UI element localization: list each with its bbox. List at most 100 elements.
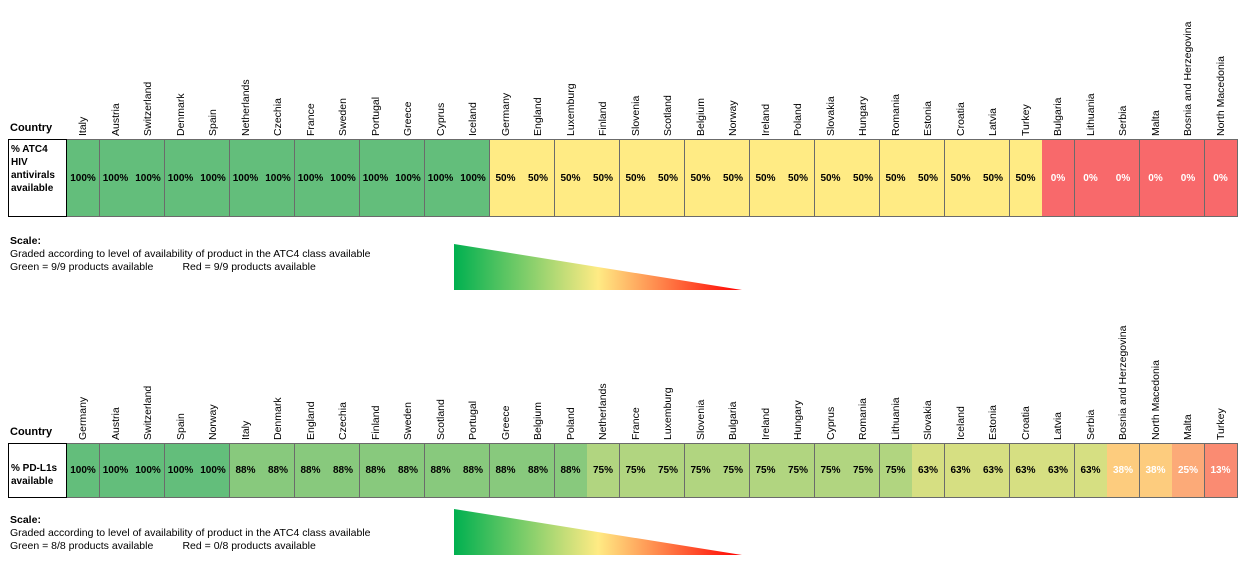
country-header: Country [10,122,53,134]
column-header: Austria [109,103,122,136]
column-header: Germany [499,92,512,136]
scale-gradient-triangle [454,509,742,555]
column-header: Estonia [922,100,934,136]
column-header: Malta [1182,414,1194,440]
column-header: Cyprus [824,406,837,440]
column-header: Iceland [467,102,479,136]
column-header: Slovenia [629,95,642,136]
value-cell: 63% [1074,443,1108,498]
value-cell: 50% [684,139,718,217]
row-label-line: % PD-L1s [11,463,58,474]
column-header: Scotland [434,399,447,440]
value-cell: 75% [684,443,718,498]
column-header: England [532,97,544,136]
value-cell: 88% [294,443,328,498]
value-cell: 50% [782,139,815,217]
value-cell: 100% [99,443,133,498]
column-header: France [304,103,317,136]
column-header: Bosnia and Herzegovina [1182,21,1194,136]
value-cell: 50% [749,139,783,217]
column-header: Scotland [662,95,674,136]
column-header: Greece [402,101,414,136]
column-header: Slovenia [694,399,707,440]
column-header: Sweden [402,402,414,440]
value-cell: 63% [977,443,1010,498]
value-cell: 100% [99,139,133,217]
column-header: Slovakia [922,400,934,440]
row-label-hiv: % ATC4 HIV antivirals available [8,139,67,217]
column-header: Norway [207,404,219,440]
value-cell: 0% [1107,139,1140,217]
value-cell: 75% [619,443,653,498]
column-header: Luxemburg [662,387,674,440]
column-header: Ireland [759,103,772,136]
value-cell: 0% [1042,139,1075,217]
value-cell: 50% [489,139,523,217]
column-header: Portugal [369,96,382,136]
value-cell: 50% [879,139,913,217]
value-cell: 63% [944,443,978,498]
value-cell: 63% [1009,443,1043,498]
column-header: Turkey [1214,408,1227,440]
scale-title: Scale: [10,514,41,526]
value-cell: 50% [1009,139,1043,217]
column-header: Ireland [759,407,772,440]
value-cell: 50% [977,139,1010,217]
value-cell: 88% [457,443,490,498]
column-header: Portugal [467,400,479,440]
value-cell: 75% [587,443,620,498]
scale-legend: Green = 8/8 products available Red = 0/8… [10,540,316,552]
value-cell: 100% [262,139,295,217]
column-header: Greece [499,405,512,440]
column-header: Netherlands [597,383,609,440]
value-cell: 100% [164,443,198,498]
column-header: North Macedonia [1214,56,1227,136]
column-header: Norway [727,100,739,136]
column-header: Bulgaria [727,401,739,440]
column-header: Turkey [1019,104,1032,136]
value-cell: 88% [359,443,393,498]
column-header: North Macedonia [1149,360,1162,440]
column-header: Croatia [1019,406,1032,440]
value-cell: 50% [554,139,588,217]
column-header: Belgium [532,402,544,440]
value-cell: 38% [1107,443,1140,498]
value-cell: 50% [587,139,620,217]
value-cell: 75% [847,443,880,498]
value-cell: 100% [132,443,165,498]
value-cell: 25% [1172,443,1205,498]
value-cell: 50% [912,139,945,217]
column-header: Latvia [1052,411,1064,440]
row-label-line: % ATC4 [11,144,48,155]
row-label-pdl1: % PD-L1s available [8,443,67,498]
row-label-line: available [11,183,54,194]
value-cell: 100% [197,443,230,498]
value-cell: 88% [327,443,360,498]
value-cell: 63% [912,443,945,498]
column-header: Belgium [694,98,707,136]
value-cell: 0% [1204,139,1238,217]
column-header: Finland [369,405,382,440]
value-cell: 75% [717,443,750,498]
value-cell: 100% [424,139,458,217]
column-header: Slovakia [824,96,837,136]
column-header: Romania [889,93,902,136]
value-cell: 50% [619,139,653,217]
column-header: Italy [239,420,252,440]
value-cell: 100% [229,139,263,217]
value-cell: 100% [132,139,165,217]
value-cell: 13% [1204,443,1238,498]
scale-legend: Green = 9/9 products available Red = 9/9… [10,261,316,273]
value-cell: 50% [847,139,880,217]
column-header: Cyprus [434,102,447,136]
value-cell: 88% [554,443,588,498]
column-header: Malta [1149,110,1162,136]
value-cell: 38% [1139,443,1173,498]
column-header: Lithuania [889,397,902,440]
value-cell: 75% [814,443,848,498]
value-cell: 100% [392,139,425,217]
value-cell: 88% [522,443,555,498]
scale-title: Scale: [10,235,41,247]
value-cell: 75% [782,443,815,498]
column-header: Lithuania [1084,93,1097,136]
